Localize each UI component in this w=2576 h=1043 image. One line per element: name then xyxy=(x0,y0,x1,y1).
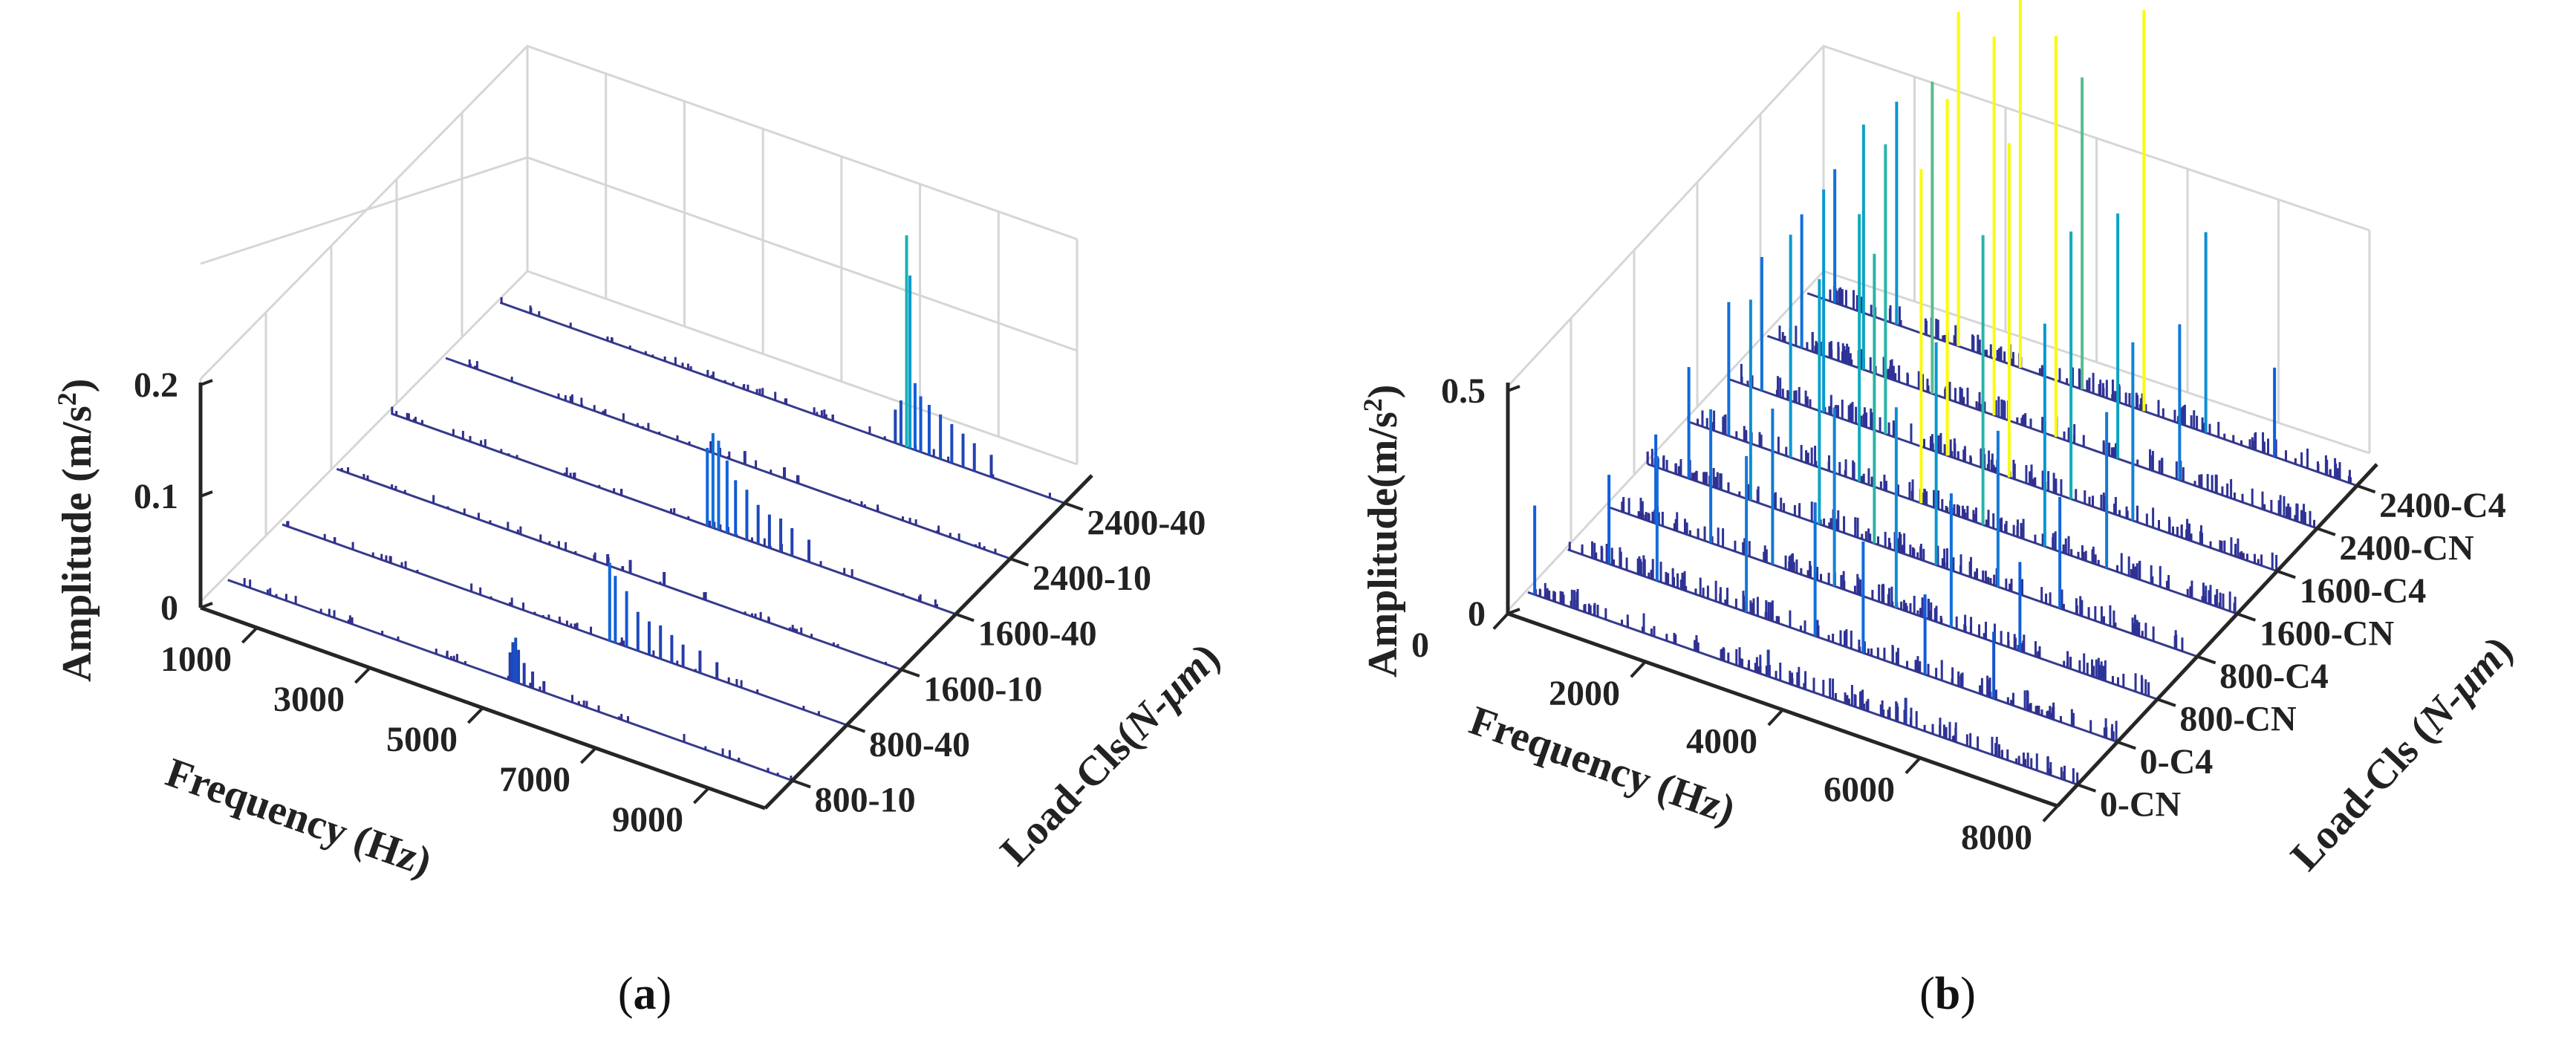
series-tick-mark xyxy=(2237,612,2257,622)
z-tick-mark xyxy=(200,379,213,386)
series-0-CN xyxy=(1527,505,2079,786)
z-tick-label: 0.1 xyxy=(134,477,178,516)
x-tick-mark xyxy=(579,747,597,764)
x-tick-label: 5000 xyxy=(386,720,458,759)
series-tick-label: 2400-CN xyxy=(2339,528,2474,568)
z-tick-label: 0.2 xyxy=(134,365,178,405)
x-tick-label: 6000 xyxy=(1824,770,1895,809)
series-tick-label: 1600-C4 xyxy=(2300,571,2427,611)
series-800-40 xyxy=(282,521,848,727)
series-800-10 xyxy=(227,578,793,782)
z-tick-mark xyxy=(200,602,213,609)
series-tick-mark xyxy=(1064,501,1084,511)
series-800-C4 xyxy=(1646,253,2198,658)
panel-a-bars xyxy=(227,235,1065,782)
series-tick-mark xyxy=(791,779,811,789)
x-tick-label: 9000 xyxy=(612,800,683,839)
x-tick-mark xyxy=(1630,660,1647,678)
series-tick-label: 2400-C4 xyxy=(2379,486,2506,525)
z-tick-mark xyxy=(1507,385,1520,392)
x-tick-mark xyxy=(1905,756,1922,775)
series-tick-mark xyxy=(900,668,920,678)
panel-a-z-ticks: 0 0.1 0.2 xyxy=(134,365,213,628)
series-0-C4 xyxy=(1567,455,2118,744)
panel-b-z-axis-label: Amplitude(m/s2) xyxy=(1358,385,1406,678)
series-tick-label: 0-C4 xyxy=(2140,742,2214,782)
z-tick-mark xyxy=(1507,608,1520,615)
panel-a-z-axis-label: Amplitude (m/s2) xyxy=(52,379,100,682)
panel-b-x-ticks: 0 2000 4000 6000 8000 xyxy=(1411,612,2059,857)
panel-a-x-axis-label: Frequency (Hz) xyxy=(160,750,438,886)
series-1600-C4 xyxy=(1727,99,2278,573)
panel-b-z-ticks: 00.5 xyxy=(1441,371,1520,634)
panel-a-series-ticks: 800-10 800-40 1600-10 1600-40 2400-10 2400-40 xyxy=(791,501,1206,820)
series-2400-40 xyxy=(499,235,1065,504)
series-tick-mark xyxy=(2356,484,2376,494)
x-tick-label: 2000 xyxy=(1549,674,1620,713)
series-tick-label: 1600-CN xyxy=(2260,614,2395,653)
series-tick-label: 800-40 xyxy=(869,725,970,764)
series-tick-mark xyxy=(2116,740,2136,750)
panel-a-caption: (a) xyxy=(618,969,671,1019)
x-tick-mark xyxy=(466,706,484,724)
series-tick-label: 800-CN xyxy=(2179,699,2297,738)
series-2400-10 xyxy=(445,357,1011,560)
panel-a-y-axis xyxy=(764,474,1093,810)
series-tick-mark xyxy=(2316,527,2336,536)
series-1600-CN xyxy=(1687,169,2238,615)
panel-b-caption: (b) xyxy=(1919,969,1976,1019)
panel-b-x-axis-label: Frequency (Hz) xyxy=(1464,698,1741,834)
x-tick-label: 0 xyxy=(1411,626,1429,665)
series-baseline xyxy=(1527,591,2078,786)
z-tick-label: 0.5 xyxy=(1441,371,1486,411)
series-baseline xyxy=(499,301,1065,504)
x-tick-mark xyxy=(1767,709,1784,727)
series-2400-CN xyxy=(1766,36,2318,530)
panel-a-x-ticks: 1000 3000 5000 7000 9000 xyxy=(160,626,710,839)
series-1600-40 xyxy=(391,406,957,616)
z-tick-mark xyxy=(200,490,213,498)
x-tick-label: 1000 xyxy=(160,640,232,679)
series-tick-label: 800-10 xyxy=(815,781,916,820)
series-tick-mark xyxy=(954,612,975,623)
z-tick-label: 0 xyxy=(160,588,178,628)
series-tick-label: 800-C4 xyxy=(2219,657,2329,696)
series-tick-mark xyxy=(846,724,866,733)
series-tick-mark xyxy=(2077,783,2097,793)
panel-a-chart: 1000 3000 5000 7000 9000 800-10 800-40 1600-10… xyxy=(52,45,1229,1019)
series-tick-label: 1600-10 xyxy=(923,669,1042,709)
panel-b-y-axis xyxy=(2056,463,2378,808)
series-baseline xyxy=(336,467,902,671)
panel-a-grid xyxy=(199,45,1079,603)
series-tick-mark xyxy=(2276,569,2296,579)
panel-b-bars xyxy=(1527,0,2358,786)
series-tick-label: 2400-10 xyxy=(1032,559,1151,598)
x-tick-mark xyxy=(2042,805,2059,822)
x-tick-mark xyxy=(692,787,710,805)
series-tick-mark xyxy=(2196,654,2216,665)
series-tick-label: 1600-40 xyxy=(978,614,1097,654)
series-tick-mark xyxy=(2156,698,2176,707)
panel-b-series-ticks: 0-CN0-C4800-CN800-C41600-CN1600-C42400-C… xyxy=(2077,484,2506,824)
x-tick-mark xyxy=(1492,612,1509,630)
series-tick-mark xyxy=(1009,557,1030,567)
x-tick-label: 4000 xyxy=(1686,722,1757,761)
series-tick-label: 2400-40 xyxy=(1087,503,1206,542)
x-tick-mark xyxy=(354,666,371,684)
series-tick-label: 0-CN xyxy=(2100,784,2182,824)
z-tick-label: 0 xyxy=(1468,594,1486,634)
x-tick-label: 7000 xyxy=(499,760,570,799)
x-tick-label: 3000 xyxy=(273,680,345,719)
series-baseline xyxy=(282,523,848,727)
series-1600-10 xyxy=(336,467,902,671)
series-2400-C4 xyxy=(1806,0,2358,487)
series-baseline xyxy=(1567,548,2118,744)
x-tick-mark xyxy=(241,626,258,644)
x-tick-label: 8000 xyxy=(1961,818,2032,857)
